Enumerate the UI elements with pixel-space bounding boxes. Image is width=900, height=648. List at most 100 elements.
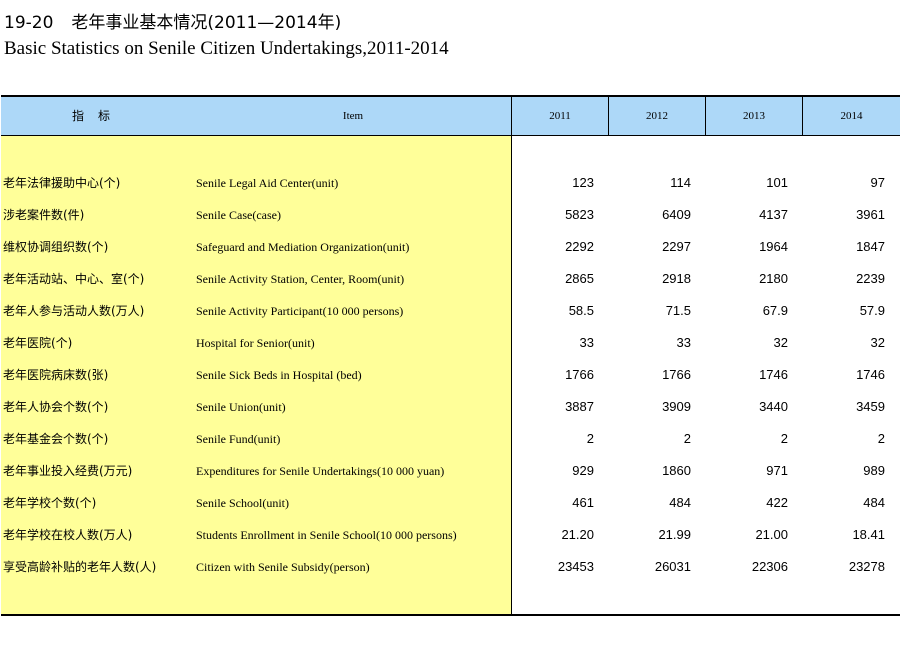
value-2011: 929 bbox=[572, 463, 594, 478]
value-2014: 32 bbox=[870, 335, 885, 350]
row-label-en: Senile Activity Participant(10 000 perso… bbox=[196, 304, 404, 318]
value-2013: 422 bbox=[766, 495, 788, 510]
row-label-en: Safeguard and Mediation Organization(uni… bbox=[196, 240, 410, 254]
row-label-en: Senile Sick Beds in Hospital (bed) bbox=[196, 368, 362, 382]
header-indicator: 指标 bbox=[71, 109, 124, 123]
value-2011: 123 bbox=[572, 175, 594, 190]
value-2012: 71.5 bbox=[665, 303, 691, 318]
table-row: 享受高龄补贴的老年人数(人) Citizen with Senile Subsi… bbox=[1, 551, 900, 583]
value-2012: 6409 bbox=[662, 207, 691, 222]
value-2014: 57.9 bbox=[859, 303, 885, 318]
value-2011: 21.20 bbox=[561, 527, 594, 542]
title-cn-text: 老年事业基本情况(2011—2014年) bbox=[71, 13, 342, 33]
value-2013: 32 bbox=[773, 335, 788, 350]
table-row: 老年基金会个数(个) Senile Fund(unit) 2 2 2 2 bbox=[1, 423, 900, 455]
value-2012: 33 bbox=[676, 335, 691, 350]
value-2013: 2 bbox=[780, 431, 788, 446]
row-label-en: Senile School(unit) bbox=[196, 496, 289, 510]
row-label-en: Senile Activity Station, Center, Room(un… bbox=[196, 272, 405, 286]
value-2012: 26031 bbox=[654, 559, 691, 574]
value-2014: 484 bbox=[863, 495, 885, 510]
value-2012: 2918 bbox=[662, 271, 691, 286]
value-2011: 2865 bbox=[565, 271, 594, 286]
value-2013: 22306 bbox=[751, 559, 788, 574]
value-2011: 33 bbox=[579, 335, 594, 350]
value-2014: 989 bbox=[863, 463, 885, 478]
value-2014: 3961 bbox=[856, 207, 885, 222]
table-row: 维权协调组织数(个) Safeguard and Mediation Organ… bbox=[1, 231, 900, 263]
header-year-2012: 2012 bbox=[646, 110, 668, 122]
value-2012: 1766 bbox=[662, 367, 691, 382]
value-2014: 3459 bbox=[856, 399, 885, 414]
value-2013: 1964 bbox=[759, 239, 788, 254]
value-2012: 3909 bbox=[662, 399, 691, 414]
table-bottom-rule bbox=[1, 614, 900, 616]
value-2013: 101 bbox=[766, 175, 788, 190]
row-label-en: Hospital for Senior(unit) bbox=[196, 336, 315, 350]
row-label-en: Senile Case(case) bbox=[196, 208, 281, 222]
table-row: 老年人协会个数(个) Senile Union(unit) 3887 3909 … bbox=[1, 391, 900, 423]
page-title-cn: 19-20 老年事业基本情况(2011—2014年) bbox=[4, 8, 341, 33]
header-divider bbox=[608, 97, 609, 135]
row-label-en: Expenditures for Senile Undertakings(10 … bbox=[196, 464, 445, 478]
header-year-2013: 2013 bbox=[743, 110, 765, 122]
value-2012: 484 bbox=[669, 495, 691, 510]
table-row: 涉老案件数(件) Senile Case(case) 5823 6409 413… bbox=[1, 199, 900, 231]
table-row: 老年法律援助中心(个) Senile Legal Aid Center(unit… bbox=[1, 167, 900, 199]
table-row: 老年学校在校人数(万人) Students Enrollment in Seni… bbox=[1, 519, 900, 551]
value-2014: 97 bbox=[870, 175, 885, 190]
row-label-cn: 老年人协会个数(个) bbox=[3, 400, 109, 414]
table-row: 老年人参与活动人数(万人) Senile Activity Participan… bbox=[1, 295, 900, 327]
table-row: 老年事业投入经费(万元) Expenditures for Senile Und… bbox=[1, 455, 900, 487]
row-label-cn: 老年学校个数(个) bbox=[3, 496, 97, 510]
header-divider bbox=[802, 97, 803, 135]
row-label-cn: 维权协调组织数(个) bbox=[3, 240, 109, 254]
header-divider bbox=[705, 97, 706, 135]
table-row: 老年活动站、中心、室(个) Senile Activity Station, C… bbox=[1, 263, 900, 295]
value-2013: 67.9 bbox=[762, 303, 788, 318]
value-2012: 21.99 bbox=[658, 527, 691, 542]
table-row: 老年学校个数(个) Senile School(unit) 461 484 42… bbox=[1, 487, 900, 519]
label-column-background bbox=[1, 136, 511, 614]
value-2013: 971 bbox=[766, 463, 788, 478]
value-2011: 3887 bbox=[565, 399, 594, 414]
row-label-cn: 老年人参与活动人数(万人) bbox=[3, 304, 145, 318]
value-2011: 461 bbox=[572, 495, 594, 510]
row-label-cn: 老年基金会个数(个) bbox=[3, 432, 109, 446]
value-2011: 58.5 bbox=[568, 303, 594, 318]
row-label-cn: 老年法律援助中心(个) bbox=[3, 176, 121, 190]
row-label-cn: 老年事业投入经费(万元) bbox=[3, 464, 133, 478]
table-row: 老年医院病床数(张) Senile Sick Beds in Hospital … bbox=[1, 359, 900, 391]
value-2012: 114 bbox=[670, 175, 691, 190]
value-2014: 1746 bbox=[856, 367, 885, 382]
header-year-2011: 2011 bbox=[549, 110, 571, 122]
value-2013: 3440 bbox=[759, 399, 788, 414]
header-item: Item bbox=[342, 110, 364, 122]
value-2013: 21.00 bbox=[755, 527, 788, 542]
statistics-table: 指标 Item 2011 2012 2013 2014 老年法律援助中心(个) … bbox=[1, 95, 900, 616]
value-2013: 1746 bbox=[759, 367, 788, 382]
value-2012: 2 bbox=[683, 431, 691, 446]
value-2014: 2 bbox=[877, 431, 885, 446]
value-2014: 18.41 bbox=[852, 527, 885, 542]
page-title-en: Basic Statistics on Senile Citizen Under… bbox=[4, 38, 449, 59]
value-2011: 1766 bbox=[565, 367, 594, 382]
value-2011: 2 bbox=[586, 431, 594, 446]
table-top-rule bbox=[1, 95, 900, 97]
row-label-cn: 享受高龄补贴的老年人数(人) bbox=[3, 560, 157, 574]
row-label-cn: 老年活动站、中心、室(个) bbox=[3, 272, 145, 286]
row-label-en: Students Enrollment in Senile School(10 … bbox=[196, 528, 457, 542]
value-2013: 4137 bbox=[759, 207, 788, 222]
value-2014: 1847 bbox=[856, 239, 885, 254]
header-year-2014: 2014 bbox=[840, 110, 863, 122]
table-header: 指标 Item 2011 2012 2013 2014 bbox=[1, 97, 900, 136]
table-number: 19-20 bbox=[4, 13, 54, 33]
value-2014: 2239 bbox=[856, 271, 885, 286]
row-label-en: Citizen with Senile Subsidy(person) bbox=[196, 560, 370, 574]
row-label-cn: 老年学校在校人数(万人) bbox=[3, 528, 133, 542]
row-label-cn: 老年医院(个) bbox=[3, 336, 73, 350]
row-label-cn: 老年医院病床数(张) bbox=[3, 368, 109, 382]
table-row: 老年医院(个) Hospital for Senior(unit) 33 33 … bbox=[1, 327, 900, 359]
value-2014: 23278 bbox=[848, 559, 885, 574]
value-2012: 1860 bbox=[662, 463, 691, 478]
